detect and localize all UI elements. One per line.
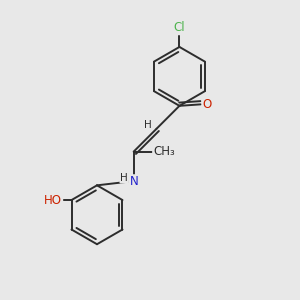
Text: HO: HO <box>44 194 62 207</box>
Text: N: N <box>130 175 139 188</box>
Text: CH₃: CH₃ <box>153 145 175 158</box>
Text: H: H <box>120 172 128 182</box>
Text: H: H <box>144 120 152 130</box>
Text: O: O <box>202 98 212 111</box>
Text: Cl: Cl <box>174 21 185 34</box>
